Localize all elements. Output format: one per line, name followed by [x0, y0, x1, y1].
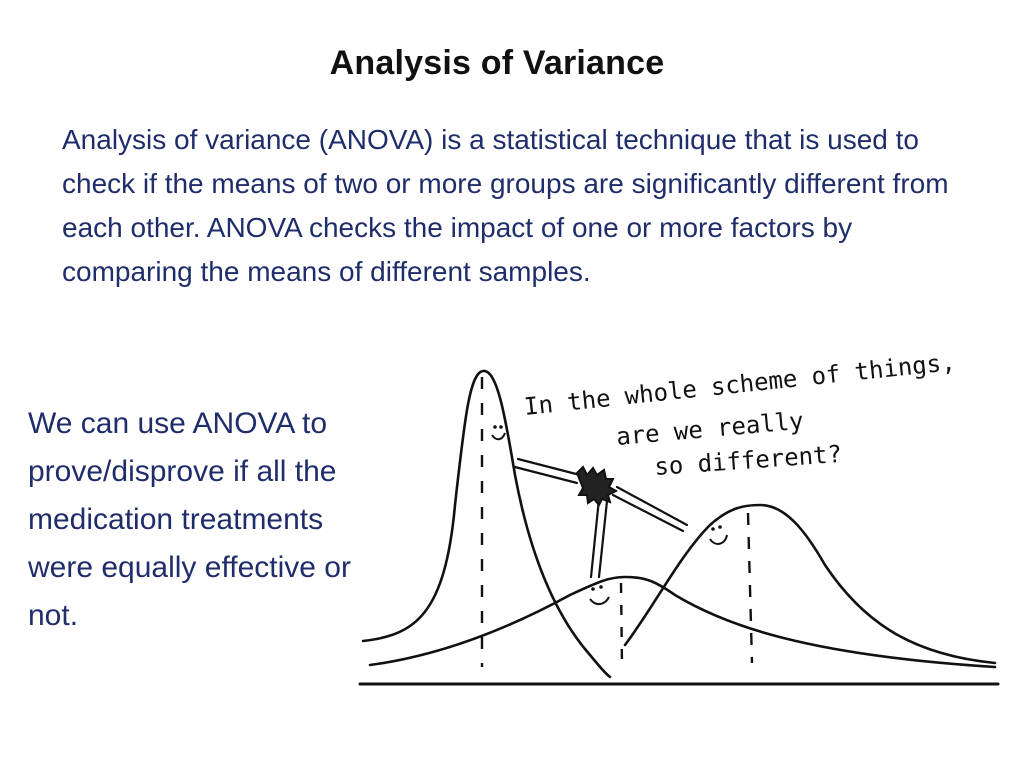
curve-arms [513, 457, 689, 579]
speech-line-3: so different? [653, 440, 842, 481]
cartoon-drawing: In the whole scheme of things, are we re… [358, 355, 1000, 686]
mean-line-low [619, 582, 624, 666]
speech-line-1: In the whole scheme of things, [523, 355, 957, 421]
low-bell-curve [368, 575, 997, 669]
intro-paragraph: Analysis of variance (ANOVA) is a statis… [62, 124, 949, 287]
face-narrow-icon [491, 425, 506, 441]
right-bell-curve [623, 503, 997, 665]
face-right-icon [709, 525, 728, 545]
slide-title: Analysis of Variance [329, 44, 665, 82]
narrow-bell-curve [361, 369, 612, 679]
mean-line-right [746, 512, 754, 664]
side-note: We can use ANOVA to prove/disprove if al… [28, 407, 351, 632]
anova-cartoon: In the whole scheme of things, are we re… [355, 355, 1005, 695]
hands-clump [575, 465, 619, 507]
face-low-icon [589, 585, 610, 605]
